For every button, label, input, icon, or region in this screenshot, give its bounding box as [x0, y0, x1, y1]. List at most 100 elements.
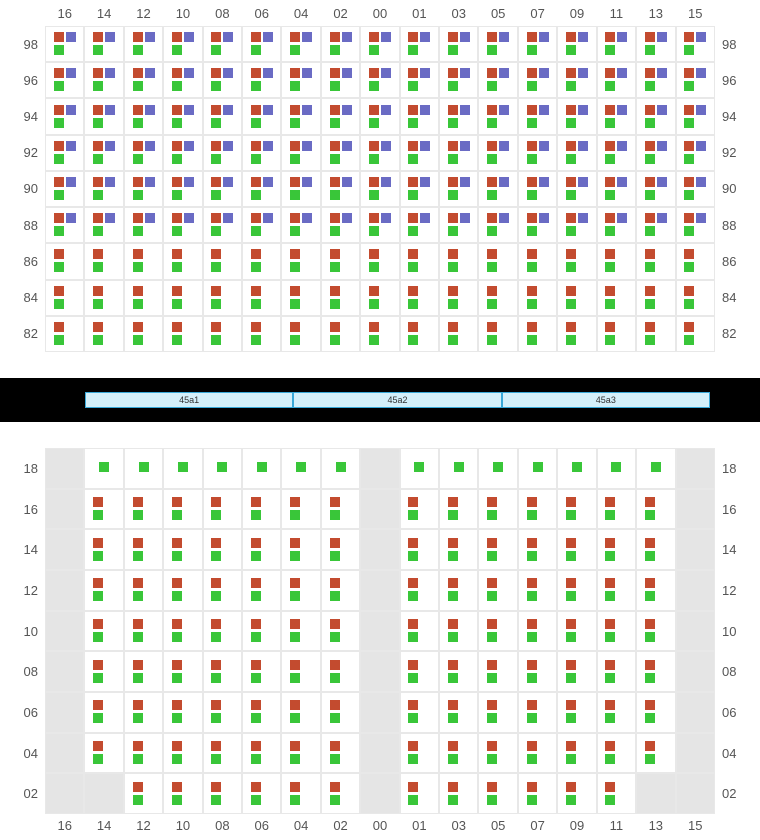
- cell: [45, 529, 84, 570]
- cell: [597, 692, 636, 733]
- cell: [360, 316, 399, 352]
- row-label: 02: [8, 773, 38, 814]
- cell: [45, 171, 84, 207]
- cell: [321, 773, 360, 814]
- cell: [400, 62, 439, 98]
- cell: [360, 98, 399, 134]
- cell: [45, 243, 84, 279]
- top-panel: 1614121008060402000103050709111315 98969…: [0, 0, 760, 378]
- cell: [557, 171, 596, 207]
- cell: [439, 135, 478, 171]
- cell: [124, 570, 163, 611]
- cell: [242, 570, 281, 611]
- cell: [321, 611, 360, 652]
- cell: [203, 529, 242, 570]
- row-labels-right-bottom: 181614121008060402: [722, 448, 752, 814]
- cell: [242, 62, 281, 98]
- cell: [597, 489, 636, 530]
- cell: [400, 773, 439, 814]
- cell: [676, 733, 715, 774]
- row-label: 84: [8, 280, 38, 316]
- row-label: 12: [722, 570, 752, 611]
- cell: [597, 280, 636, 316]
- col-header: 14: [84, 816, 123, 836]
- cell: [163, 489, 202, 530]
- row-label: 98: [722, 26, 752, 62]
- cell: [557, 570, 596, 611]
- cell: [557, 243, 596, 279]
- cell: [636, 243, 675, 279]
- cell: [636, 529, 675, 570]
- cell: [45, 98, 84, 134]
- cell: [84, 529, 123, 570]
- col-header: 10: [163, 816, 202, 836]
- col-header: 02: [321, 4, 360, 24]
- cell: [636, 651, 675, 692]
- cell: [281, 448, 320, 489]
- cell: [124, 135, 163, 171]
- cell: [360, 243, 399, 279]
- cell: [478, 570, 517, 611]
- cell: [360, 570, 399, 611]
- cell: [84, 570, 123, 611]
- cell: [281, 651, 320, 692]
- col-header: 16: [45, 816, 84, 836]
- cell: [557, 135, 596, 171]
- cell: [84, 316, 123, 352]
- col-header: 05: [478, 4, 517, 24]
- cell: [203, 692, 242, 733]
- cell: [281, 207, 320, 243]
- cell: [636, 773, 675, 814]
- cell: [281, 316, 320, 352]
- cell: [676, 570, 715, 611]
- cell: [203, 489, 242, 530]
- cell: [636, 135, 675, 171]
- cell: [400, 733, 439, 774]
- cell: [360, 651, 399, 692]
- cell: [321, 280, 360, 316]
- cell: [360, 280, 399, 316]
- row-label: 04: [722, 733, 752, 774]
- cell: [281, 135, 320, 171]
- cell: [242, 135, 281, 171]
- cell: [636, 489, 675, 530]
- cell: [557, 651, 596, 692]
- cell: [478, 692, 517, 733]
- cell: [203, 243, 242, 279]
- row-label: 06: [722, 692, 752, 733]
- cell: [163, 692, 202, 733]
- cell: [84, 171, 123, 207]
- cell: [84, 62, 123, 98]
- cell: [557, 489, 596, 530]
- cell: [636, 280, 675, 316]
- cell: [478, 651, 517, 692]
- row-label: 94: [8, 98, 38, 134]
- cell: [400, 243, 439, 279]
- cell: [478, 280, 517, 316]
- cell: [281, 171, 320, 207]
- cell: [84, 692, 123, 733]
- cell: [597, 62, 636, 98]
- col-headers-top: 1614121008060402000103050709111315: [45, 4, 715, 24]
- cell: [636, 448, 675, 489]
- cell: [360, 207, 399, 243]
- row-label: 16: [722, 489, 752, 530]
- cell: [636, 26, 675, 62]
- cell: [439, 98, 478, 134]
- cell: [360, 692, 399, 733]
- row-label: 88: [722, 207, 752, 243]
- row-label: 10: [8, 611, 38, 652]
- cell: [597, 243, 636, 279]
- cell: [124, 316, 163, 352]
- grid-top: [45, 26, 715, 352]
- cell: [281, 733, 320, 774]
- col-header: 12: [124, 4, 163, 24]
- cell: [676, 243, 715, 279]
- cell: [242, 489, 281, 530]
- cell: [597, 98, 636, 134]
- cell: [439, 651, 478, 692]
- cell: [242, 611, 281, 652]
- cell: [439, 448, 478, 489]
- cell: [676, 692, 715, 733]
- cell: [203, 611, 242, 652]
